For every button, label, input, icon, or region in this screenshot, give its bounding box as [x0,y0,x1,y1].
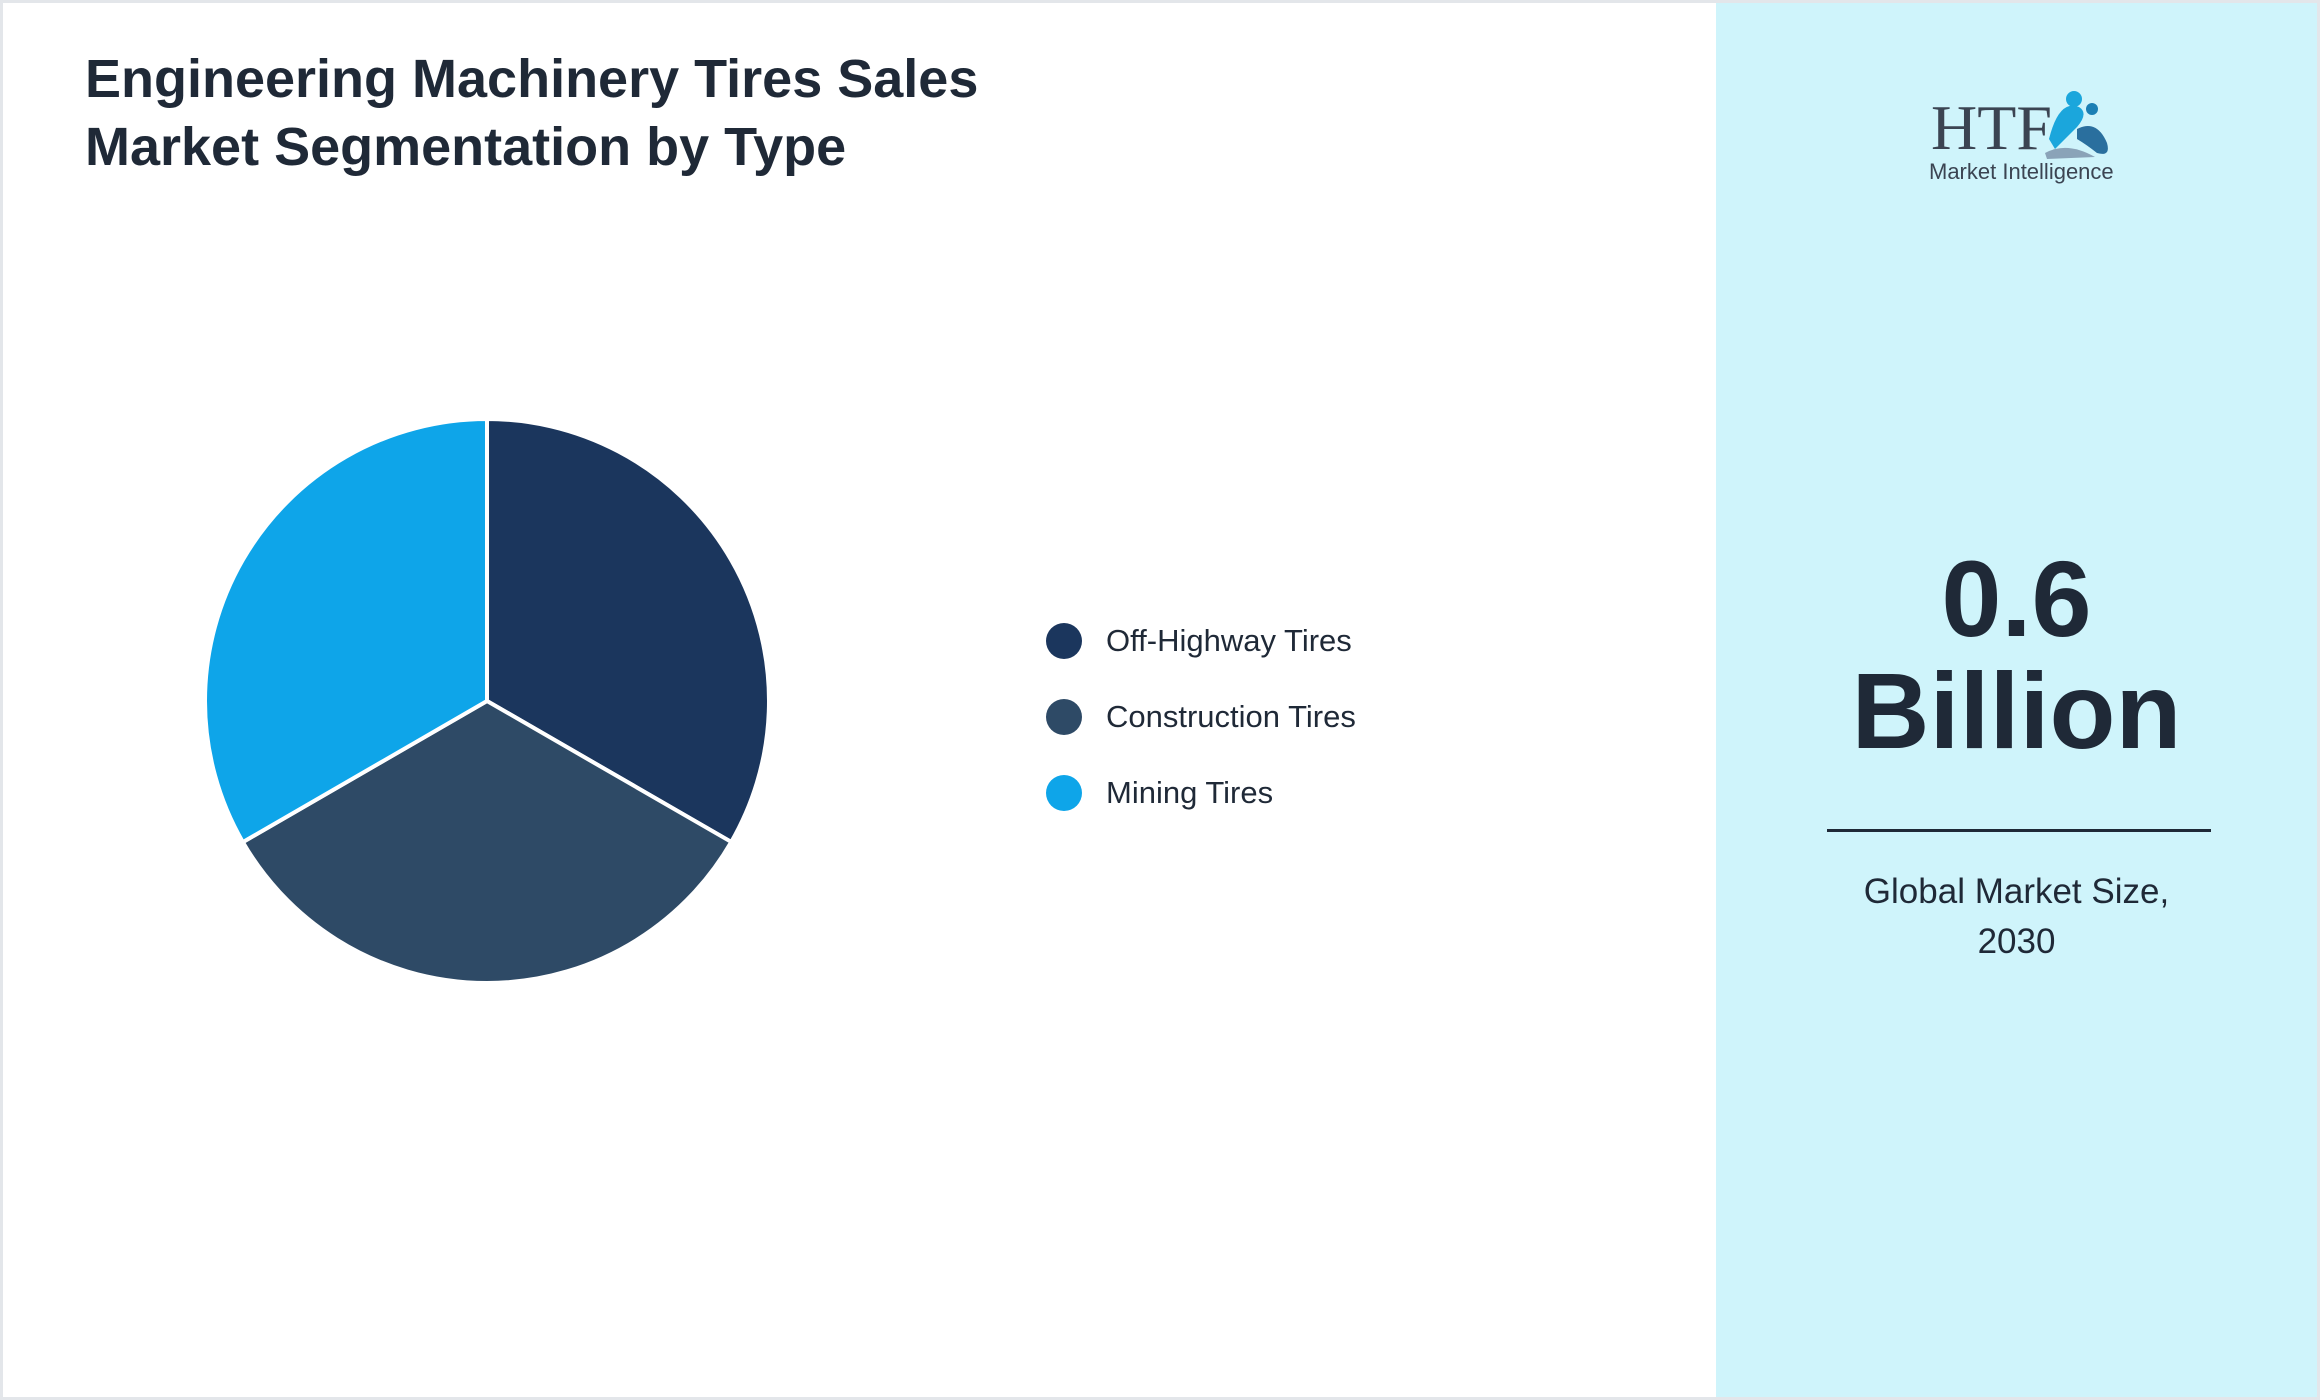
market-size-number: 0.6 [1941,538,2092,659]
legend-swatch-mining-tires [1046,775,1082,811]
pie-chart-svg [203,417,771,985]
caption-line-1: Global Market Size, [1863,872,2170,911]
chart-title: Engineering Machinery Tires Sales Market… [85,45,978,181]
market-size-panel: HTF Market Intelligence 0.6 Billion Glob… [1716,3,2317,1397]
logo-figure-body-3 [2045,147,2095,159]
legend-swatch-construction-tires [1046,699,1082,735]
legend-item-construction-tires: Construction Tires [1046,679,1356,755]
chart-panel: Engineering Machinery Tires Sales Market… [3,3,1716,1397]
chart-legend: Off-Highway Tires Construction Tires Minin… [1046,603,1356,831]
logo-figure-body-2 [2077,126,2108,154]
logo-figure-body-1 [2049,105,2084,149]
logo-figure-head-1 [2066,91,2082,107]
htf-logo-wordmark: HTF [1931,92,2052,163]
htf-logo: HTF Market Intelligence [1927,79,2117,189]
pie-chart [200,414,774,988]
divider-line [1827,829,2211,832]
caption-line-2: 2030 [1977,922,2056,961]
legend-label-construction-tires: Construction Tires [1106,699,1356,734]
pie-slice-mining-tires [203,417,489,845]
market-size-unit: Billion [1851,650,2182,771]
legend-swatch-off-highway-tires [1046,623,1082,659]
chart-title-line-1: Engineering Machinery Tires Sales [85,49,979,109]
htf-logo-tagline: Market Intelligence [1929,159,2114,184]
htf-logo-graphic: HTF Market Intelligence [1929,91,2114,184]
logo-figure-head-2 [2086,103,2098,115]
market-size-caption: Global Market Size, 2030 [1716,867,2317,967]
pie-slice-construction-tires [240,699,734,985]
legend-label-mining-tires: Mining Tires [1106,775,1274,810]
legend-item-mining-tires: Mining Tires [1046,755,1356,831]
legend-item-off-highway-tires: Off-Highway Tires [1046,603,1356,679]
market-size-value: 0.6 Billion [1716,543,2317,767]
pie-slice-off-highway-tires [485,417,771,844]
legend-label-off-highway-tires: Off-Highway Tires [1106,623,1352,658]
chart-title-line-2: Market Segmentation by Type [85,117,847,177]
